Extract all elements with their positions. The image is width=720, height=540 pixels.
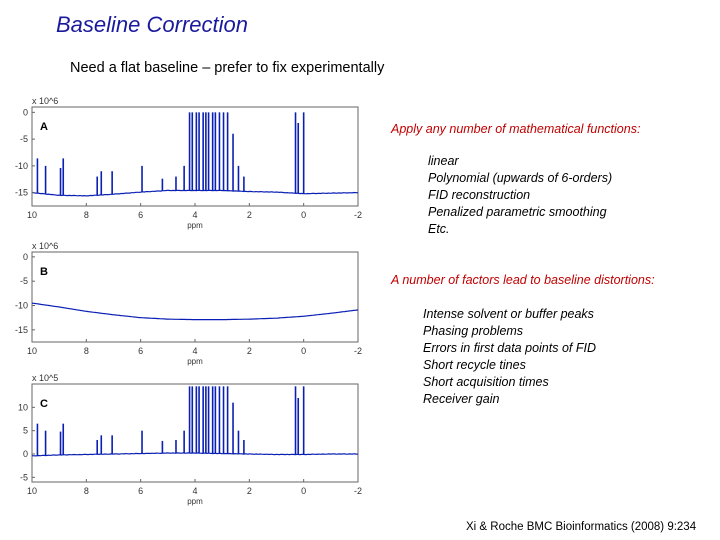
x-tick-label: 6 bbox=[138, 486, 143, 496]
factors-list-item: Intense solvent or buffer peaks bbox=[423, 307, 594, 321]
x-tick-label: 10 bbox=[27, 346, 37, 356]
spectra-figure: 0 -5 -10 -15 10 8 6 4 2 0 -2 ppm x 10^6 A 0 -5 -10 -15 10 8… bbox=[15, 96, 362, 506]
x-tick-label: 6 bbox=[138, 346, 143, 356]
factors-list-item: Short acquisition times bbox=[423, 375, 549, 389]
spectrum-panel-b: 0 -5 -10 -15 10 8 6 4 2 0 -2 ppm x 10^6 B bbox=[15, 241, 362, 366]
y-scale-label: x 10^6 bbox=[32, 96, 58, 106]
x-tick-label: 4 bbox=[192, 210, 197, 220]
x-tick-label: 2 bbox=[247, 210, 252, 220]
x-tick-label: 6 bbox=[138, 210, 143, 220]
spectrum-panel-a: 0 -5 -10 -15 10 8 6 4 2 0 -2 ppm x 10^6 A bbox=[15, 96, 362, 230]
spectrum-panel-c: 10 5 0 -5 10 8 6 4 2 0 -2 ppm x 10^5 C bbox=[18, 373, 362, 506]
y-tick-label: 0 bbox=[23, 252, 28, 262]
functions-heading: Apply any number of mathematical functio… bbox=[391, 122, 641, 136]
y-tick-label: -5 bbox=[20, 276, 28, 286]
x-axis-label: ppm bbox=[187, 221, 203, 230]
x-tick-label: 2 bbox=[247, 346, 252, 356]
factors-list-item: Phasing problems bbox=[423, 324, 524, 338]
x-tick-label: -2 bbox=[354, 210, 362, 220]
y-tick-label: -5 bbox=[20, 134, 28, 144]
factors-list-item: Short recycle tines bbox=[423, 358, 526, 372]
x-tick-label: 0 bbox=[301, 210, 306, 220]
x-tick-label: 10 bbox=[27, 210, 37, 220]
functions-list-item: Polynomial (upwards of 6-orders) bbox=[428, 171, 613, 185]
functions-list-item: linear bbox=[428, 154, 459, 168]
x-tick-label: -2 bbox=[354, 486, 362, 496]
x-axis-label: ppm bbox=[187, 497, 203, 506]
y-scale-label: x 10^6 bbox=[32, 241, 58, 251]
factors-list-item: Receiver gain bbox=[423, 392, 500, 406]
x-tick-label: 2 bbox=[247, 486, 252, 496]
plot-frame bbox=[31, 251, 359, 343]
x-tick-label: 8 bbox=[84, 210, 89, 220]
y-tick-label: 10 bbox=[18, 402, 28, 412]
plot-frame bbox=[31, 383, 359, 483]
factors-heading: A number of factors lead to baseline dis… bbox=[391, 273, 655, 287]
baseline-trace bbox=[31, 302, 359, 321]
y-tick-label: 0 bbox=[23, 107, 28, 117]
panel-letter: B bbox=[40, 266, 48, 278]
y-tick-label: -10 bbox=[15, 301, 28, 311]
y-tick-label: 0 bbox=[23, 449, 28, 459]
x-tick-label: -2 bbox=[354, 346, 362, 356]
x-tick-label: 8 bbox=[84, 486, 89, 496]
functions-list-item: Penalized parametric smoothing bbox=[428, 205, 607, 219]
factors-list: Intense solvent or buffer peaks Phasing … bbox=[423, 306, 596, 408]
slide-title: Baseline Correction bbox=[56, 12, 248, 37]
functions-list-item: Etc. bbox=[428, 222, 450, 236]
x-axis-label: ppm bbox=[187, 357, 203, 366]
y-tick-label: -10 bbox=[15, 161, 28, 171]
functions-list: linear Polynomial (upwards of 6-orders) … bbox=[428, 153, 612, 238]
y-tick-label: -5 bbox=[20, 472, 28, 482]
x-tick-label: 4 bbox=[192, 346, 197, 356]
slide-subtitle: Need a flat baseline – prefer to fix exp… bbox=[70, 60, 385, 76]
citation: Xi & Roche BMC Bioinformatics (2008) 9:2… bbox=[466, 521, 697, 533]
functions-list-item: FID reconstruction bbox=[428, 188, 531, 202]
x-tick-label: 0 bbox=[301, 346, 306, 356]
factors-list-item: Errors in first data points of FID bbox=[423, 341, 596, 355]
x-tick-label: 4 bbox=[192, 486, 197, 496]
y-tick-label: 5 bbox=[23, 426, 28, 436]
y-scale-label: x 10^5 bbox=[32, 373, 58, 383]
x-tick-label: 10 bbox=[27, 486, 37, 496]
x-tick-label: 0 bbox=[301, 486, 306, 496]
plot-frame bbox=[31, 106, 359, 207]
x-tick-label: 8 bbox=[84, 346, 89, 356]
y-tick-label: -15 bbox=[15, 188, 28, 198]
panel-letter: A bbox=[40, 121, 48, 133]
y-tick-label: -15 bbox=[15, 325, 28, 335]
panel-letter: C bbox=[40, 398, 48, 410]
